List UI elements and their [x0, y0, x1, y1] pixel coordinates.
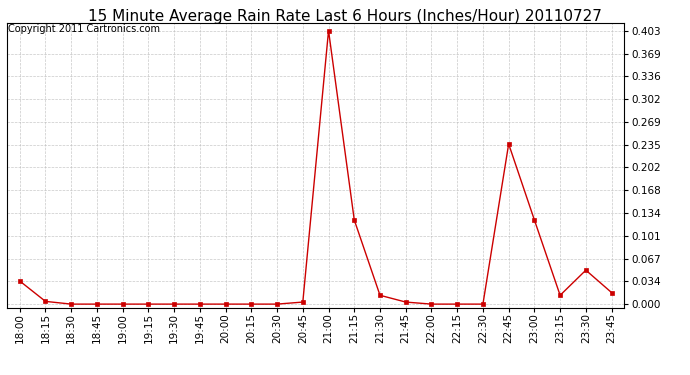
- Text: 15 Minute Average Rain Rate Last 6 Hours (Inches/Hour) 20110727: 15 Minute Average Rain Rate Last 6 Hours…: [88, 9, 602, 24]
- Text: Copyright 2011 Cartronics.com: Copyright 2011 Cartronics.com: [8, 24, 160, 34]
